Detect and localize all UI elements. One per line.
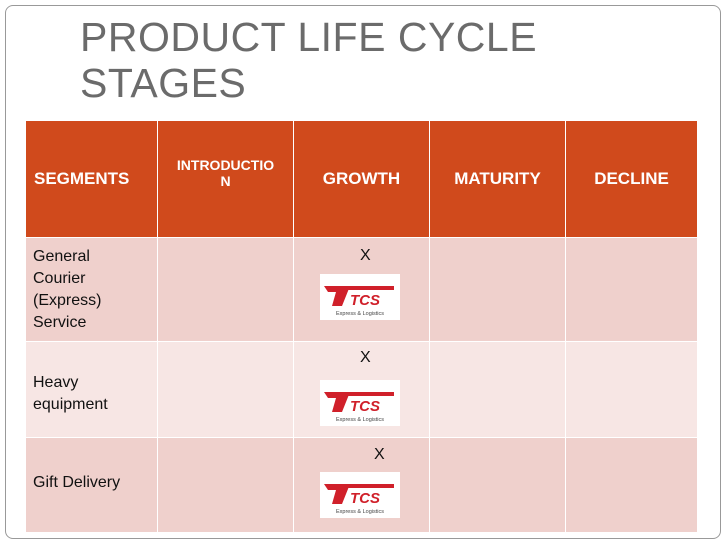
table-cell — [158, 238, 294, 342]
growth-mark: X — [374, 446, 385, 463]
header-text: INTRODUCTION — [176, 157, 275, 189]
header-cell: SEGMENTS — [26, 121, 158, 238]
table-cell: Gift Delivery — [26, 438, 158, 533]
table-cell — [566, 438, 698, 533]
growth-mark: X — [360, 247, 371, 264]
slide-frame — [5, 5, 721, 539]
logo-name: TCS — [350, 490, 380, 507]
table-cell: X TCS Express & Logistics — [294, 438, 430, 533]
segment-label: General Courier (Express) Service — [33, 248, 102, 331]
logo-swoosh — [324, 286, 350, 306]
growth-mark: X — [360, 349, 371, 366]
logo-tagline: Express & Logistics — [336, 311, 384, 317]
table-cell — [430, 438, 566, 533]
header-cell: GROWTH — [294, 121, 430, 238]
tcs-logo: TCS Express & Logistics — [320, 274, 400, 320]
table-cell — [566, 238, 698, 342]
table-cell — [430, 342, 566, 438]
table-cell: X TCS Express & Logistics — [294, 342, 430, 438]
table-cell — [566, 342, 698, 438]
logo-bar — [348, 484, 394, 488]
logo-tagline: Express & Logistics — [336, 417, 384, 423]
header-cell: MATURITY — [430, 121, 566, 238]
logo-graphic: TCS Express & Logistics — [324, 392, 394, 423]
logo-bar — [348, 392, 394, 396]
logo-graphic: TCS Express & Logistics — [324, 484, 394, 515]
logo-bar — [348, 286, 394, 290]
logo-swoosh — [324, 484, 350, 504]
table-cell: Heavy equipment — [26, 342, 158, 438]
header-cell: DECLINE — [566, 121, 698, 238]
table-cell — [158, 342, 294, 438]
table-cell — [158, 438, 294, 533]
segment-label: Gift Delivery — [33, 474, 121, 491]
logo-graphic: TCS Express & Logistics — [324, 286, 394, 317]
tcs-logo: TCS Express & Logistics — [320, 472, 400, 518]
logo-swoosh — [324, 392, 350, 412]
logo-name: TCS — [350, 292, 380, 309]
logo-tagline: Express & Logistics — [336, 509, 384, 515]
slide-title: PRODUCT LIFE CYCLE STAGES — [80, 14, 538, 106]
tcs-logo: TCS Express & Logistics — [320, 380, 400, 426]
table-cell — [430, 238, 566, 342]
logo-name: TCS — [350, 398, 380, 415]
table-cell: General Courier (Express) Service — [26, 238, 158, 342]
segment-label: Heavy equipment — [33, 374, 108, 413]
table-cell: X TCS Express & Logistics — [294, 238, 430, 342]
header-cell: INTRODUCTION — [158, 121, 294, 238]
